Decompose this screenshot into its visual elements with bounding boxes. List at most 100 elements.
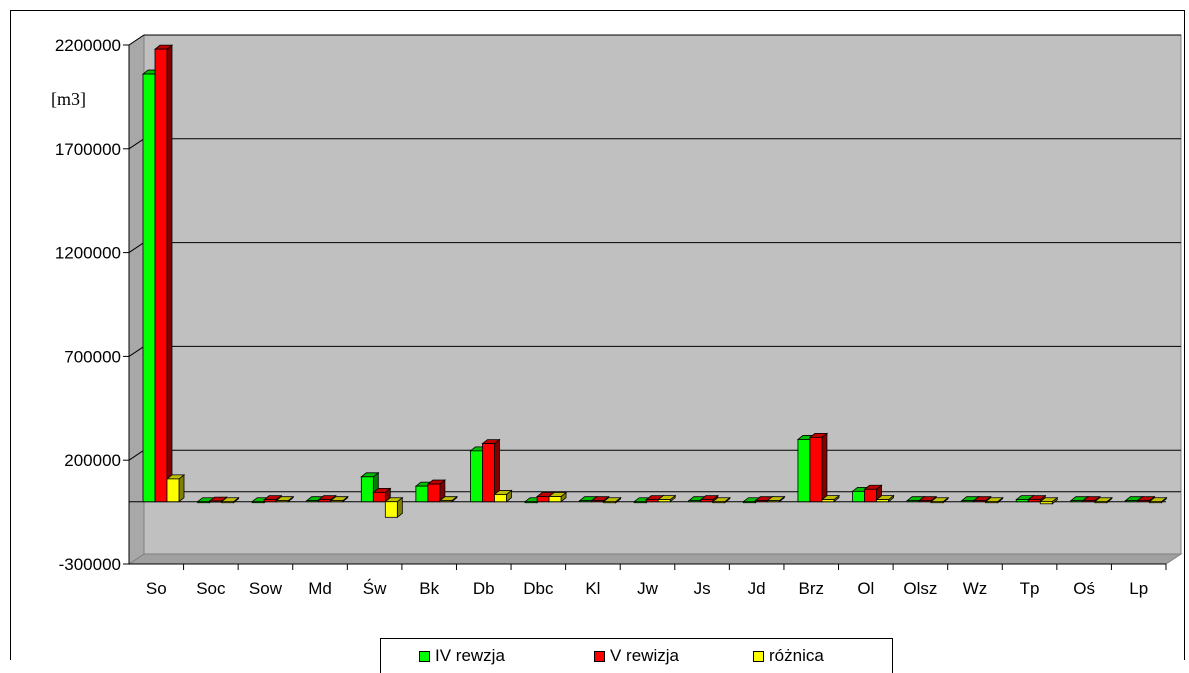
plot-floor — [127, 553, 1183, 565]
y-tick-label: -300000 — [59, 555, 121, 574]
x-tick-label: Jw — [637, 579, 659, 598]
bar — [493, 489, 513, 503]
bar-face — [712, 501, 726, 504]
bar-face — [1137, 500, 1150, 503]
bar — [1093, 496, 1113, 504]
bar-face — [548, 496, 562, 503]
bar-face — [645, 499, 659, 503]
bar-face — [470, 450, 483, 503]
legend-swatch-yellow — [753, 650, 764, 662]
gridline-depth — [128, 449, 145, 461]
bar-face — [603, 501, 617, 504]
bar — [481, 438, 501, 503]
legend-label: IV rewzja — [435, 646, 505, 665]
bar-face — [876, 499, 889, 503]
x-tick-label: Olsz — [903, 579, 937, 598]
bar-face — [494, 494, 507, 503]
x-tick-label: Brz — [798, 579, 824, 598]
bar-face — [415, 485, 429, 503]
bar-face — [178, 474, 185, 503]
y-tick-label: 200000 — [64, 451, 121, 470]
bar-face — [1015, 499, 1029, 503]
bar-face — [166, 44, 173, 503]
legend-swatch-green — [419, 650, 430, 662]
y-tick-label: 2200000 — [55, 36, 121, 55]
bar — [263, 494, 283, 503]
x-tick-label: Oś — [1073, 579, 1095, 598]
bar-face — [482, 443, 495, 503]
bar — [547, 491, 568, 503]
bar-face — [1149, 501, 1162, 504]
x-tick-label: So — [146, 579, 167, 598]
bar — [657, 494, 677, 503]
bar-face — [318, 499, 332, 503]
bar-face — [1027, 499, 1041, 503]
bar-face — [154, 48, 168, 503]
bar-face — [930, 501, 944, 504]
bar — [426, 479, 447, 503]
bar-face — [821, 499, 835, 503]
legend: IV rewzja V rewizja różnica — [380, 638, 893, 673]
x-tick-label: Wz — [963, 579, 988, 598]
y-axis-label: [m3] — [51, 89, 86, 109]
gridline-depth — [128, 34, 145, 46]
legend-label: różnica — [769, 646, 824, 665]
bar-face — [657, 499, 671, 503]
bar-face — [360, 476, 374, 503]
bar-face — [591, 500, 605, 503]
chart-frame: -300000 200000 700000 1200000 1700000 2200000… — [10, 10, 1185, 673]
x-tick-label: Js — [694, 579, 711, 598]
bar-face — [263, 499, 277, 503]
bar — [1039, 496, 1059, 505]
bar-face — [1094, 501, 1108, 504]
plot-side-wall — [128, 34, 145, 565]
bar-face — [209, 500, 222, 503]
x-tick-label: Lp — [1129, 579, 1148, 598]
x-tick-label: Bk — [419, 579, 439, 598]
bar-face — [633, 501, 647, 504]
bar — [165, 474, 186, 503]
bar — [699, 494, 719, 503]
x-tick-label: Sow — [249, 579, 283, 598]
bar-face — [524, 501, 538, 504]
bar — [275, 495, 295, 503]
legend-item-roznica: różnica — [753, 646, 824, 666]
bar-chart: -300000 200000 700000 1200000 1700000 2200000… — [51, 34, 1183, 598]
bar — [329, 495, 349, 503]
bar-face — [985, 501, 999, 504]
legend-item-v-rewizja: V rewizja — [594, 646, 679, 666]
x-tick-label: Kl — [585, 579, 600, 598]
bar-face — [427, 483, 441, 503]
gridline-depth — [128, 345, 145, 357]
gridline-depth — [128, 242, 145, 254]
bar-face — [439, 500, 453, 503]
bar — [438, 495, 459, 503]
bar-face — [579, 500, 593, 503]
bar-face — [906, 500, 920, 503]
bar-face — [973, 500, 987, 503]
bar-face — [1125, 500, 1138, 503]
bar-face — [700, 499, 714, 503]
bar — [602, 496, 622, 504]
bar-face — [384, 501, 398, 518]
bar-face — [330, 500, 344, 503]
legend-item-iv-rewzja: IV rewzja — [419, 646, 505, 666]
bar — [384, 496, 404, 519]
x-tick-label: Soc — [196, 579, 226, 598]
bar-face — [142, 73, 156, 503]
bar — [153, 44, 174, 503]
legend-swatch-red — [594, 650, 605, 662]
x-tick-label: Tp — [1020, 579, 1040, 598]
bar — [1148, 496, 1168, 504]
bar-face — [742, 501, 756, 504]
y-tick-label: 700000 — [64, 347, 121, 366]
bar-face — [754, 500, 768, 503]
x-tick-label: Św — [363, 579, 387, 598]
bar-face — [821, 432, 828, 503]
bar — [929, 496, 950, 504]
y-tick-label: 1200000 — [55, 244, 121, 263]
bar — [711, 496, 731, 504]
bar-face — [688, 500, 702, 503]
legend-label: V rewizja — [610, 646, 679, 665]
bar-face — [166, 478, 180, 503]
